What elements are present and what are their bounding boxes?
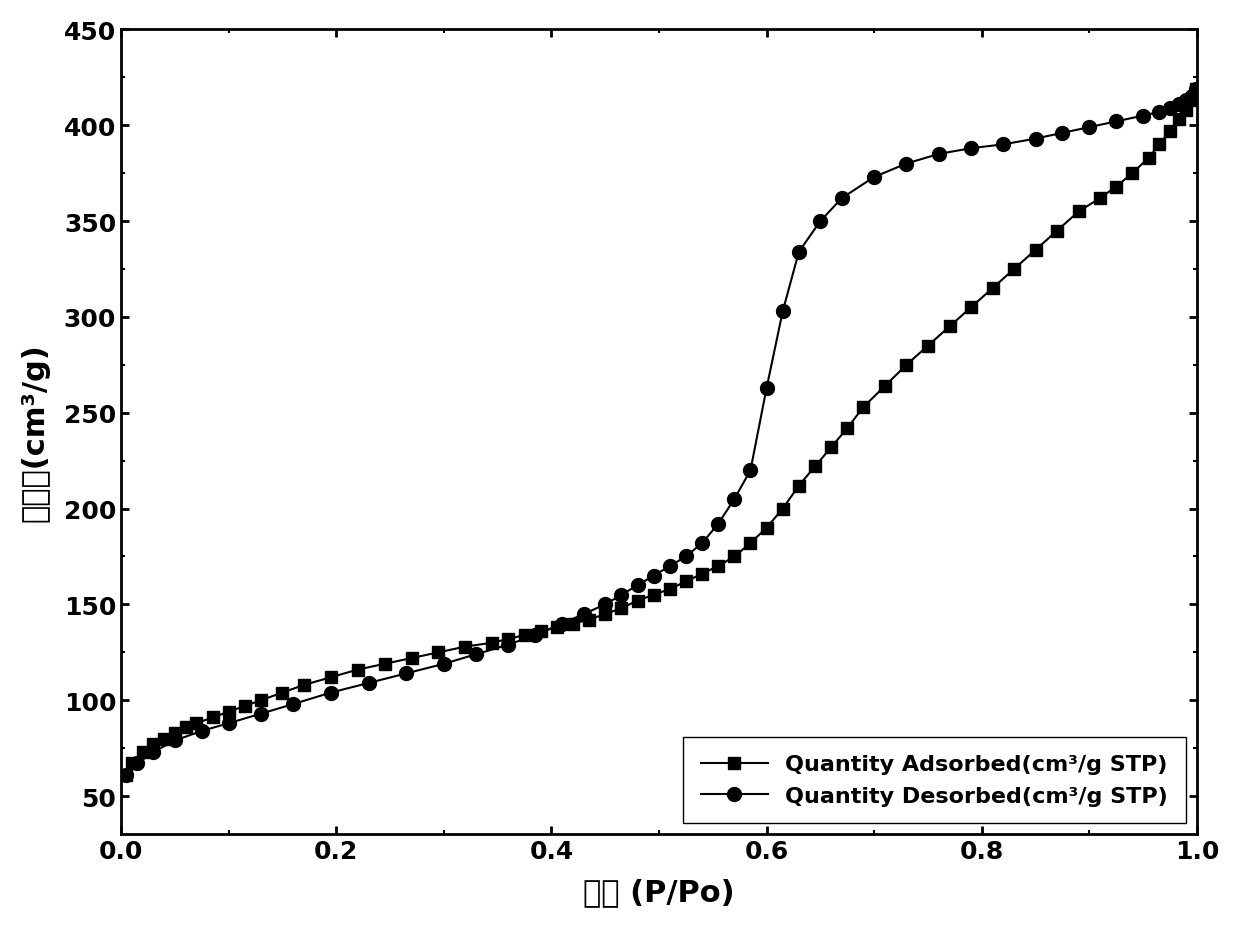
Quantity Desorbed(cm³/g STP): [436, 658, 451, 669]
Quantity Desorbed(cm³/g STP): [963, 144, 978, 155]
Quantity Adsorbed(cm³/g STP): [727, 552, 742, 563]
Y-axis label: 吸附量(cm³/g): 吸附量(cm³/g): [21, 343, 50, 522]
Quantity Desorbed(cm³/g STP): [324, 687, 339, 698]
Quantity Adsorbed(cm³/g STP): [1188, 84, 1203, 95]
Quantity Desorbed(cm³/g STP): [996, 140, 1011, 151]
Quantity Desorbed(cm³/g STP): [167, 735, 182, 746]
Quantity Desorbed(cm³/g STP): [1055, 128, 1070, 139]
Line: Quantity Adsorbed(cm³/g STP): Quantity Adsorbed(cm³/g STP): [122, 84, 1202, 781]
Quantity Desorbed(cm³/g STP): [554, 618, 569, 629]
Quantity Desorbed(cm³/g STP): [253, 708, 268, 719]
Quantity Desorbed(cm³/g STP): [1179, 95, 1194, 107]
Legend: Quantity Adsorbed(cm³/g STP), Quantity Desorbed(cm³/g STP): Quantity Adsorbed(cm³/g STP), Quantity D…: [683, 737, 1185, 823]
Quantity Desorbed(cm³/g STP): [614, 590, 629, 601]
Quantity Desorbed(cm³/g STP): [867, 172, 882, 184]
Quantity Desorbed(cm³/g STP): [711, 519, 725, 530]
Quantity Adsorbed(cm³/g STP): [823, 442, 838, 453]
Quantity Desorbed(cm³/g STP): [662, 561, 677, 572]
Quantity Desorbed(cm³/g STP): [1028, 133, 1043, 145]
Quantity Desorbed(cm³/g STP): [195, 726, 210, 737]
Quantity Desorbed(cm³/g STP): [1172, 99, 1187, 110]
Quantity Desorbed(cm³/g STP): [759, 383, 774, 394]
Quantity Desorbed(cm³/g STP): [1188, 84, 1203, 95]
Quantity Desorbed(cm³/g STP): [1163, 103, 1178, 114]
Quantity Desorbed(cm³/g STP): [285, 699, 300, 710]
Quantity Desorbed(cm³/g STP): [130, 758, 145, 769]
Quantity Desorbed(cm³/g STP): [791, 247, 806, 258]
Quantity Adsorbed(cm³/g STP): [807, 462, 822, 473]
Quantity Desorbed(cm³/g STP): [813, 216, 828, 227]
Quantity Desorbed(cm³/g STP): [528, 629, 543, 641]
Quantity Desorbed(cm³/g STP): [1083, 122, 1097, 133]
Quantity Desorbed(cm³/g STP): [577, 609, 591, 620]
Quantity Desorbed(cm³/g STP): [678, 552, 693, 563]
Quantity Desorbed(cm³/g STP): [1184, 92, 1199, 103]
Quantity Desorbed(cm³/g STP): [119, 769, 134, 781]
Quantity Adsorbed(cm³/g STP): [582, 615, 596, 626]
Quantity Desorbed(cm³/g STP): [469, 649, 484, 660]
Quantity Desorbed(cm³/g STP): [630, 580, 645, 591]
Quantity Desorbed(cm³/g STP): [899, 159, 914, 170]
Quantity Desorbed(cm³/g STP): [146, 746, 161, 757]
Quantity Adsorbed(cm³/g STP): [662, 584, 677, 595]
Quantity Desorbed(cm³/g STP): [221, 717, 236, 729]
Quantity Desorbed(cm³/g STP): [361, 678, 376, 689]
Quantity Desorbed(cm³/g STP): [1152, 108, 1167, 119]
Quantity Desorbed(cm³/g STP): [646, 570, 661, 581]
Quantity Desorbed(cm³/g STP): [835, 193, 849, 204]
Quantity Desorbed(cm³/g STP): [501, 640, 516, 651]
Quantity Desorbed(cm³/g STP): [694, 538, 709, 549]
X-axis label: 比压 (P/Po): 比压 (P/Po): [583, 877, 735, 907]
Quantity Desorbed(cm³/g STP): [1109, 117, 1123, 128]
Line: Quantity Desorbed(cm³/g STP): Quantity Desorbed(cm³/g STP): [119, 83, 1203, 782]
Quantity Desorbed(cm³/g STP): [598, 599, 613, 610]
Quantity Desorbed(cm³/g STP): [743, 465, 758, 476]
Quantity Desorbed(cm³/g STP): [727, 494, 742, 505]
Quantity Adsorbed(cm³/g STP): [205, 712, 219, 723]
Quantity Desorbed(cm³/g STP): [1136, 111, 1151, 122]
Quantity Desorbed(cm³/g STP): [399, 668, 414, 679]
Quantity Adsorbed(cm³/g STP): [119, 769, 134, 781]
Quantity Desorbed(cm³/g STP): [931, 149, 946, 160]
Quantity Desorbed(cm³/g STP): [775, 306, 790, 317]
